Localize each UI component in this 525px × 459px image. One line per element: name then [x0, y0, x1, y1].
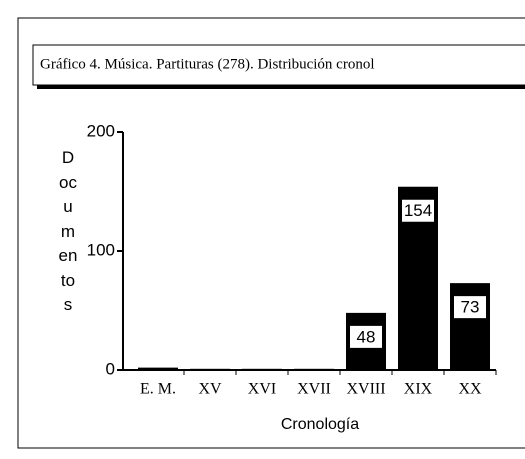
x-tick-label: XVI: [248, 381, 276, 398]
y-axis-title: Documentos: [58, 148, 78, 314]
x-axis-title: Cronología: [281, 416, 359, 433]
value-label: 154: [404, 201, 432, 220]
y-tick-label: 0: [106, 359, 115, 378]
value-label-bg: [402, 199, 434, 222]
x-tick-label: E. M.: [140, 381, 176, 398]
value-label: 73: [461, 298, 480, 317]
title-box: [32, 44, 525, 86]
x-tick-label: XVII: [297, 381, 331, 398]
value-label: 48: [357, 327, 376, 346]
chart-title: Gráfico 4. Música. Partituras (278). Dis…: [40, 56, 375, 72]
value-label-bg: [350, 325, 382, 348]
x-tick-label: XX: [458, 381, 482, 398]
y-tick-label: 100: [87, 240, 115, 259]
x-tick-label: XV: [198, 381, 222, 398]
bar: [138, 367, 178, 370]
y-tick-label: 200: [87, 121, 115, 140]
frame: [17, 17, 525, 449]
x-tick-label: XVIII: [346, 381, 385, 398]
bar: [294, 368, 334, 371]
value-label-bg: [454, 296, 486, 319]
bar: [242, 368, 282, 371]
x-tick-label: XIX: [404, 381, 433, 398]
bar: [190, 368, 230, 371]
